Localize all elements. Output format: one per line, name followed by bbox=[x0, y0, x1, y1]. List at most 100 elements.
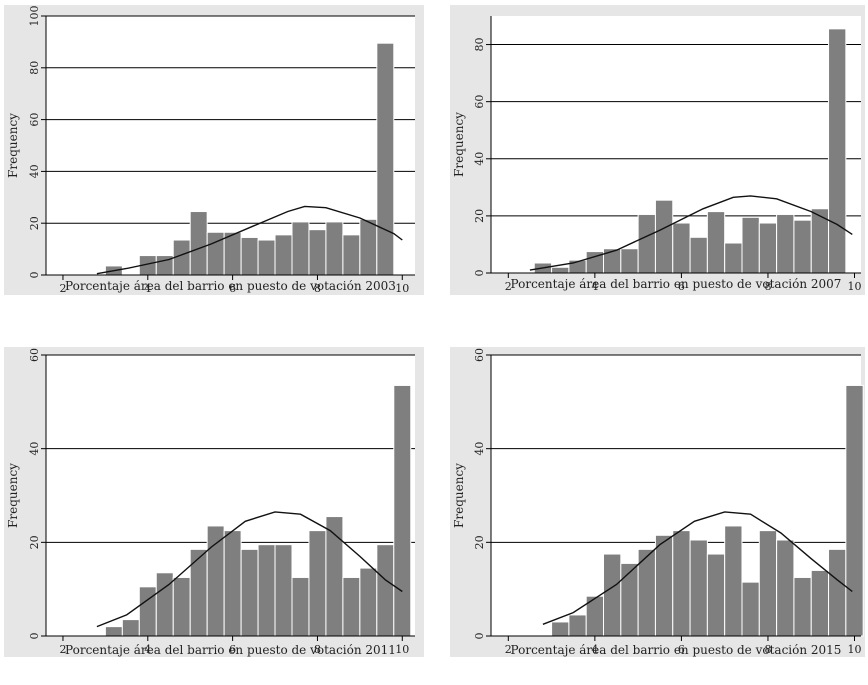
histogram-bar bbox=[274, 544, 293, 637]
y-axis-label: Frequency bbox=[6, 463, 20, 528]
histogram-bar bbox=[223, 530, 242, 637]
histogram-bar bbox=[672, 222, 691, 274]
y-axis-label: Frequency bbox=[452, 112, 466, 177]
histogram-bar bbox=[240, 236, 259, 276]
y-axis-label: Frequency bbox=[452, 463, 466, 528]
histogram-bar bbox=[240, 548, 259, 637]
histogram-bar bbox=[654, 534, 674, 637]
y-tick-label: 20 bbox=[28, 216, 41, 230]
x-axis-label: Porcentaje área del barrio en puesto de … bbox=[65, 279, 396, 293]
histogram-bar bbox=[291, 221, 310, 276]
histogram-bar bbox=[206, 231, 225, 276]
histogram-bar bbox=[223, 231, 242, 276]
x-tick-label: 10 bbox=[848, 643, 862, 656]
y-tick-label: 0 bbox=[473, 270, 486, 277]
x-axis-label: Porcentaje área del barrio en puesto de … bbox=[511, 277, 842, 291]
histogram-bar bbox=[689, 539, 708, 637]
x-tick-label: 2 bbox=[59, 643, 66, 656]
histogram-bar bbox=[793, 576, 812, 637]
y-tick-label: 40 bbox=[473, 442, 486, 456]
histogram-bar bbox=[551, 621, 570, 637]
histogram-bar bbox=[568, 614, 587, 637]
normal-density-curve bbox=[96, 205, 403, 275]
histogram-bar bbox=[637, 213, 656, 274]
histogram-bar bbox=[741, 581, 760, 637]
y-tick-label: 80 bbox=[473, 38, 486, 52]
histogram-bar bbox=[342, 234, 361, 276]
x-tick-label: 10 bbox=[395, 282, 409, 295]
y-tick-label: 40 bbox=[28, 442, 41, 456]
histogram-bar bbox=[845, 384, 864, 637]
histogram-bar bbox=[376, 544, 395, 637]
histogram-bar bbox=[551, 266, 570, 274]
histogram-bar bbox=[828, 548, 847, 637]
x-tick-label: 10 bbox=[848, 280, 862, 293]
x-tick-label: 6 bbox=[678, 280, 685, 293]
histogram-bar bbox=[620, 248, 639, 274]
histogram-bar bbox=[393, 384, 412, 637]
histogram-bar bbox=[620, 562, 639, 637]
y-tick-label: 60 bbox=[473, 348, 486, 362]
histogram-bar bbox=[706, 211, 726, 274]
y-tick-label: 80 bbox=[28, 61, 41, 75]
x-tick-label: 6 bbox=[229, 282, 236, 295]
histogram-bar bbox=[603, 248, 622, 274]
y-tick-label: 20 bbox=[28, 535, 41, 549]
histogram-bar bbox=[654, 199, 674, 274]
x-tick-label: 6 bbox=[229, 643, 236, 656]
x-tick-label: 2 bbox=[505, 643, 512, 656]
x-tick-label: 8 bbox=[314, 282, 321, 295]
y-tick-label: 0 bbox=[28, 272, 41, 279]
histogram-bar bbox=[758, 530, 778, 637]
histogram-bar bbox=[689, 236, 708, 274]
x-tick-label: 4 bbox=[591, 643, 598, 656]
x-tick-label: 8 bbox=[764, 280, 771, 293]
histogram-bar bbox=[138, 586, 157, 637]
x-tick-label: 10 bbox=[395, 643, 409, 656]
y-tick-label: 60 bbox=[28, 348, 41, 362]
histogram-bar bbox=[776, 539, 795, 637]
x-tick-label: 4 bbox=[144, 643, 151, 656]
y-tick-label: 40 bbox=[473, 152, 486, 166]
x-tick-label: 2 bbox=[59, 282, 66, 295]
y-tick-label: 0 bbox=[473, 633, 486, 640]
x-tick-label: 8 bbox=[314, 643, 321, 656]
histogram-bar bbox=[672, 530, 691, 637]
y-tick-label: 60 bbox=[28, 113, 41, 127]
y-tick-label: 20 bbox=[473, 209, 486, 223]
histogram-bar bbox=[308, 229, 327, 276]
histogram-bar bbox=[342, 576, 361, 637]
x-tick-label: 2 bbox=[505, 280, 512, 293]
x-tick-label: 6 bbox=[678, 643, 685, 656]
histogram-bar bbox=[359, 218, 378, 276]
histogram-bar bbox=[706, 553, 726, 637]
y-tick-label: 60 bbox=[473, 95, 486, 109]
histogram-bar bbox=[810, 569, 830, 637]
histogram-bar bbox=[291, 576, 310, 637]
histogram-bar bbox=[603, 553, 622, 637]
histogram-bar bbox=[104, 626, 123, 637]
histogram-bar bbox=[724, 525, 743, 637]
histogram-bar bbox=[189, 211, 208, 276]
histogram-bar bbox=[758, 222, 778, 274]
histogram-bar bbox=[724, 242, 743, 274]
normal-density-curve bbox=[529, 195, 853, 271]
normal-density-curve bbox=[542, 511, 853, 625]
histogram-panel: 0 20 40 60 80 2 4 6 8 10 Porcentaje área del barri… bbox=[450, 5, 865, 295]
y-tick-label: 20 bbox=[473, 535, 486, 549]
histogram-bar bbox=[189, 548, 208, 637]
histogram-bar bbox=[741, 216, 760, 274]
histogram-bar bbox=[376, 42, 395, 276]
y-tick-label: 40 bbox=[28, 164, 41, 178]
histogram-bar bbox=[172, 576, 191, 637]
x-tick-label: 4 bbox=[144, 282, 151, 295]
histogram-bar bbox=[274, 234, 293, 276]
histogram-bar bbox=[828, 28, 847, 274]
x-tick-label: 4 bbox=[591, 280, 598, 293]
x-axis-label: Porcentaje área del barrio en puesto de … bbox=[65, 643, 396, 657]
histogram-bar bbox=[359, 567, 378, 637]
